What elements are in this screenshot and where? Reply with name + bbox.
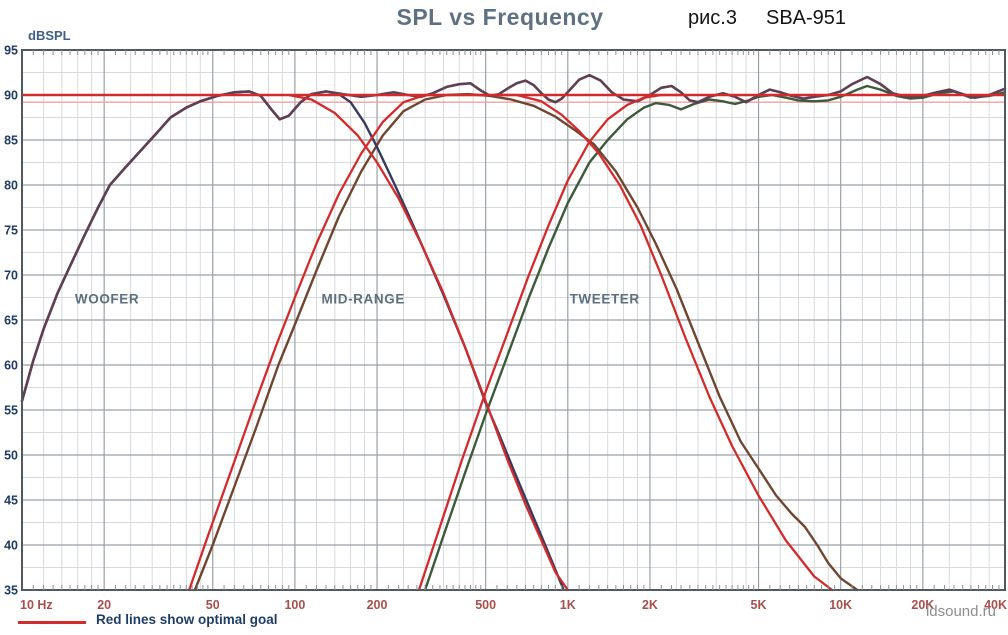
axis-text: 20K	[911, 598, 934, 612]
axis-text: 35	[4, 584, 18, 598]
axis-text: 65	[4, 314, 18, 328]
curve-goal-woofer-lowpass	[287, 93, 569, 592]
axis-text: 70	[4, 269, 18, 283]
axis-text: 2K	[642, 598, 658, 612]
curve-midrange-measured	[193, 92, 859, 592]
figure-label: рис.3	[688, 7, 737, 29]
watermark-text: ldsound.ru	[925, 603, 996, 620]
curve-goal-midrange-bandpass	[188, 93, 834, 592]
axis-text: 5K	[751, 598, 767, 612]
legend-label: Red lines show optimal goal	[96, 612, 278, 627]
axis-text: 95	[4, 44, 18, 58]
axis-text: 45	[4, 494, 18, 508]
axis-text: 500	[475, 598, 496, 612]
axis-text: 90	[4, 89, 18, 103]
curve-goal-tweeter-highpass	[417, 93, 683, 592]
axis-text: 200	[367, 598, 388, 612]
axis-text: 80	[4, 179, 18, 193]
axis-text: 55	[4, 404, 18, 418]
y-axis-unit-label: dBSPL	[28, 28, 71, 43]
plot-frame	[21, 49, 1006, 591]
axis-text: 85	[4, 134, 18, 148]
legend-red-line-swatch	[18, 621, 86, 624]
curve-woofer-measured	[20, 90, 565, 590]
axis-text: 40	[4, 539, 18, 553]
axis-text: 60	[4, 359, 18, 373]
model-label: SBA-951	[766, 7, 847, 29]
curve-combined-measured	[20, 73, 1007, 403]
axis-text: 100	[284, 598, 305, 612]
axis-text: 20	[97, 598, 111, 612]
axis-text: 1K	[560, 598, 576, 612]
axis-text: 40K	[984, 598, 1007, 612]
axis-text: 50	[206, 598, 220, 612]
axis-text: TWEETER	[570, 291, 640, 306]
axis-text: WOOFER	[75, 291, 139, 306]
curve-tweeter-measured	[423, 84, 1007, 592]
axis-text: 10 Hz	[20, 598, 53, 612]
axis-text: MID-RANGE	[322, 291, 405, 306]
axis-text: 10K	[829, 598, 852, 612]
chart-title: SPL vs Frequency	[396, 4, 604, 30]
axis-text: 75	[4, 224, 18, 238]
axis-text: 50	[4, 449, 18, 463]
